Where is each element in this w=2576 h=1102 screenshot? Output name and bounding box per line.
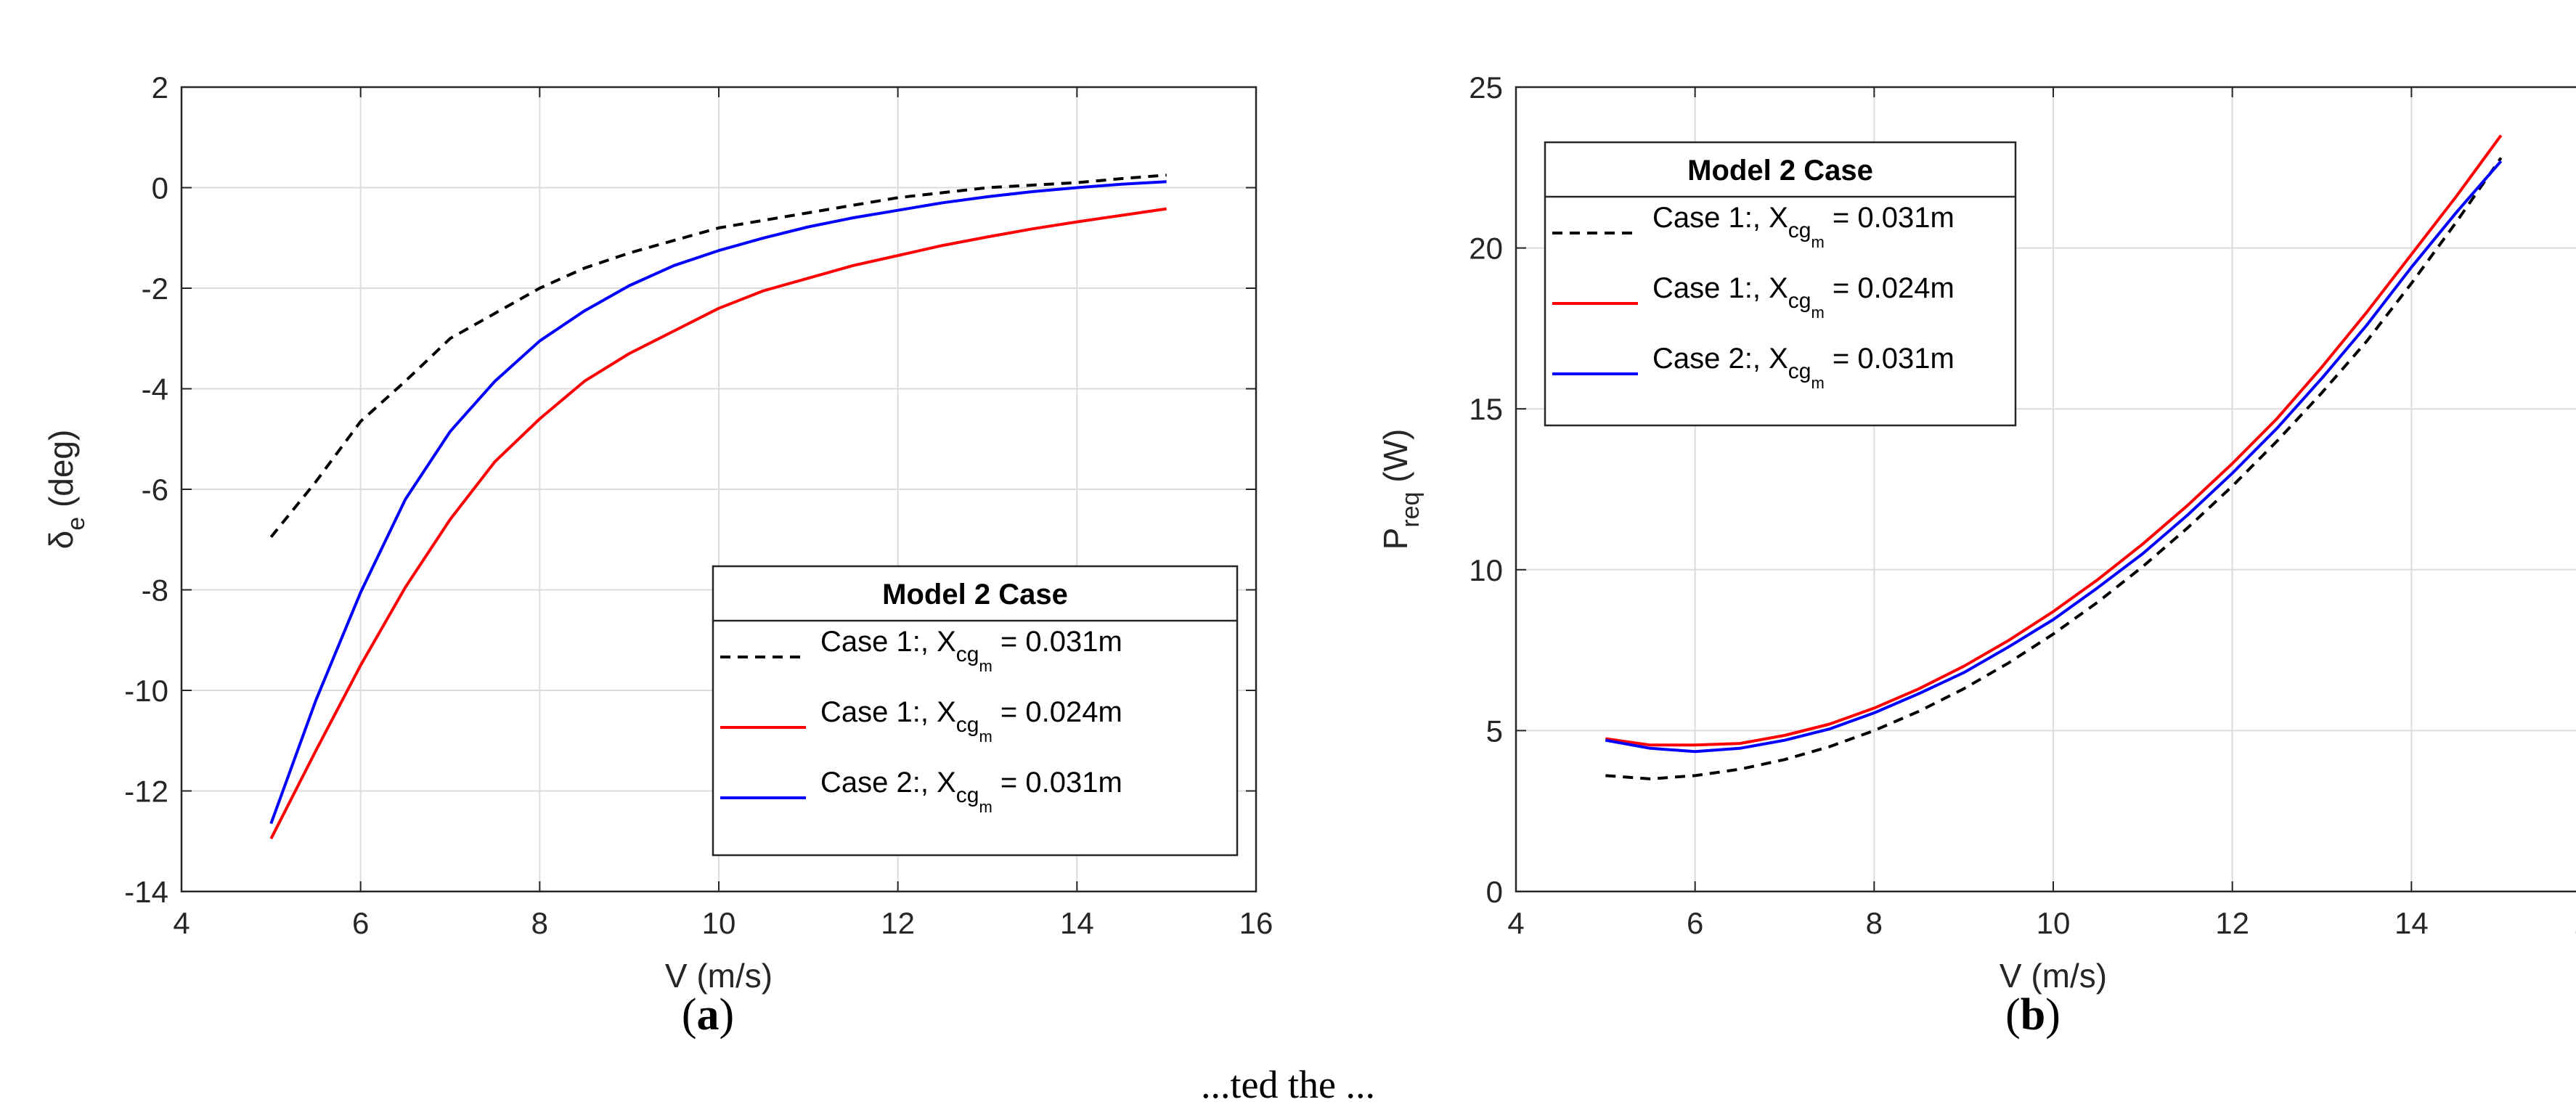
legend-title: Model 2 Case — [882, 579, 1068, 611]
chart-panel-b: 4 6 8 10 12 14 16 0 5 10 15 20 25 V (m/s) Preq (W) Mode… — [1377, 70, 2576, 1040]
legend-entry-sub: cg — [956, 713, 979, 737]
legend-entry-subsub: m — [979, 727, 992, 746]
legend-entry-3: Case 2:, Xcgm = 0.031m — [820, 767, 1122, 816]
legend-title: Model 2 Case — [1687, 155, 1873, 187]
legend-entry-tail: = 0.031m — [993, 767, 1122, 799]
caption-text: ...ted the ... — [1201, 1063, 1375, 1102]
x-tick-label: 14 — [1060, 906, 1094, 940]
legend-entry-name: Case 1:, X — [1652, 202, 1788, 234]
y-axis-label-main: P — [1377, 528, 1414, 550]
x-tick-label: 4 — [1507, 906, 1524, 940]
y-tick-label: 5 — [1486, 714, 1503, 748]
y-axis-label: Preq (W) — [1377, 429, 1424, 550]
legend-entry-tail: = 0.031m — [1825, 202, 1955, 234]
panel-label-open: ( — [2005, 990, 2021, 1040]
legend-entry-2: Case 1:, Xcgm = 0.024m — [1652, 272, 1955, 322]
series-line-3 — [1605, 160, 2503, 754]
legend-entry-sub: cg — [1788, 359, 1811, 383]
legend-entry-tail: = 0.024m — [1825, 272, 1955, 304]
legend-entry-name: Case 1:, X — [820, 696, 956, 728]
x-tick-label: 16 — [1239, 906, 1273, 940]
x-tick-label: 16 — [2574, 906, 2576, 940]
y-tick-label: 10 — [1469, 553, 1503, 587]
legend-entry-sub: cg — [1788, 289, 1811, 313]
legend-entry-1: Case 1:, Xcgm = 0.031m — [1652, 202, 1955, 251]
legend-entry-tail: = 0.024m — [993, 696, 1122, 728]
y-tick-label: -8 — [142, 574, 168, 608]
legend-entry-subsub: m — [979, 657, 992, 675]
legend-entry-tail: = 0.031m — [993, 626, 1122, 658]
panel-label-open: ( — [682, 990, 697, 1040]
panel-label: (a) — [682, 990, 734, 1040]
y-tick-label: -14 — [124, 875, 168, 909]
y-tick-label: -6 — [142, 473, 168, 507]
y-tick-label: 15 — [1469, 392, 1503, 426]
chart-panel-a: 4 6 8 10 12 14 16 -14 -12 -10 -8 -6 -4 -2 0 2 V (m/s) δe … — [42, 70, 1273, 1040]
x-axis-label: V (m/s) — [2000, 957, 2107, 995]
legend-entry-sub: cg — [1788, 219, 1811, 242]
y-tick-label: -10 — [124, 674, 168, 708]
legend-entry-3: Case 2:, Xcgm = 0.031m — [1652, 343, 1955, 392]
panel-label: (b) — [2005, 990, 2061, 1040]
x-tick-label: 8 — [531, 906, 548, 940]
x-tick-label: 4 — [173, 906, 189, 940]
legend-entry-name: Case 2:, X — [1652, 343, 1788, 375]
x-axis-label: V (m/s) — [665, 957, 773, 995]
legend-box — [1544, 141, 2017, 427]
y-tick-label: -4 — [142, 372, 168, 407]
y-tick-label: 0 — [152, 171, 168, 205]
x-tick-label: 14 — [2394, 906, 2429, 940]
y-tick-label: -2 — [142, 272, 168, 306]
legend-entry-subsub: m — [1811, 233, 1824, 251]
series-line-2 — [1605, 134, 2503, 747]
panel-label-letter: b — [2021, 990, 2045, 1040]
series-line-1 — [1605, 157, 2503, 780]
y-tick-label: 0 — [1486, 875, 1503, 909]
series-line-3 — [269, 180, 1167, 825]
x-tick-label: 12 — [2215, 906, 2249, 940]
panel-label-close: ) — [2045, 990, 2061, 1040]
legend-entry-subsub: m — [979, 798, 992, 816]
series-line-2 — [269, 207, 1167, 840]
y-axis-label-main: δ — [42, 531, 80, 550]
y-axis-label-sub: req — [1397, 492, 1424, 528]
y-axis-label-unit: (W) — [1377, 429, 1414, 492]
y-tick-label: 20 — [1469, 232, 1503, 266]
axes-box — [1515, 86, 2576, 893]
panel-label-letter: a — [697, 990, 720, 1040]
y-tick-label: -12 — [124, 775, 168, 809]
x-tick-label: 12 — [881, 906, 915, 940]
legend-entry-subsub: m — [1811, 374, 1824, 392]
x-tick-label: 8 — [1866, 906, 1883, 940]
x-tick-label: 10 — [702, 906, 736, 940]
panel-label-close: ) — [720, 990, 735, 1040]
series-line-1 — [269, 174, 1167, 539]
y-axis-label-unit: (deg) — [42, 430, 80, 517]
legend-entry-name: Case 1:, X — [1652, 272, 1788, 304]
legend-entry-subsub: m — [1811, 303, 1824, 322]
x-tick-label: 10 — [2037, 906, 2071, 940]
x-tick-label: 6 — [1687, 906, 1703, 940]
legend-entry-tail: = 0.031m — [1825, 343, 1955, 375]
y-axis-label-sub: e — [62, 517, 90, 531]
axes-box — [180, 86, 1258, 893]
legend-box — [712, 565, 1239, 857]
x-tick-label: 6 — [352, 906, 369, 940]
y-tick-label: 2 — [152, 70, 168, 105]
legend-entry-name: Case 2:, X — [820, 767, 956, 799]
legend-entry-name: Case 1:, X — [820, 626, 956, 658]
legend-entry-2: Case 1:, Xcgm = 0.024m — [820, 696, 1122, 746]
legend-entry-sub: cg — [956, 642, 979, 666]
y-tick-label: 25 — [1469, 70, 1503, 105]
y-axis-label: δe (deg) — [42, 430, 90, 550]
legend-entry-sub: cg — [956, 783, 979, 807]
legend-entry-1: Case 1:, Xcgm = 0.031m — [820, 626, 1122, 675]
